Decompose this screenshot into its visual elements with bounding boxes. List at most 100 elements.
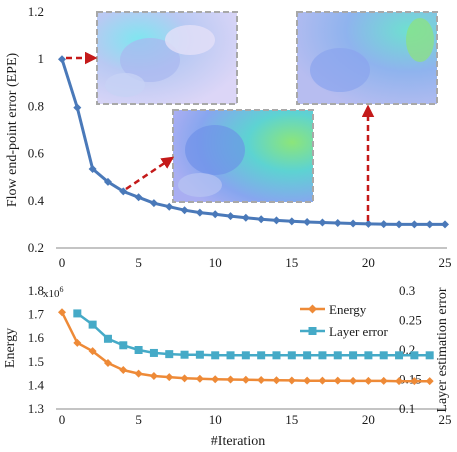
layer-error-point bbox=[103, 334, 112, 343]
energy-point bbox=[349, 376, 358, 385]
epe-point bbox=[134, 193, 143, 202]
energy-y-tick-label: 1.5 bbox=[28, 354, 44, 369]
energy-point bbox=[303, 376, 312, 385]
energy-point bbox=[73, 338, 82, 347]
energy-point bbox=[149, 371, 158, 380]
energy-y-tick-label: 1.8 bbox=[28, 283, 44, 298]
epe-point bbox=[272, 216, 281, 225]
energy-point bbox=[58, 308, 66, 317]
epe-y-tick-label: 1 bbox=[38, 51, 45, 66]
energy-chart: 0 5 10 15 20 251.31.41.51.61.71.80.10.150.20.… bbox=[3, 283, 452, 449]
energy-point bbox=[364, 376, 373, 385]
energy-point bbox=[226, 375, 235, 384]
energy-point bbox=[410, 377, 419, 386]
epe-x-tick-label: 0 bbox=[59, 255, 66, 270]
epe-axes: 0 5 10 15 20 25 0.2 0.4 0.6 0.8 1 1.2 bbox=[28, 4, 452, 270]
epe-point bbox=[241, 213, 250, 222]
layer-error-point bbox=[165, 350, 174, 359]
epe-point bbox=[257, 215, 266, 224]
energy-line bbox=[60, 311, 430, 383]
layer-error-point bbox=[119, 341, 128, 350]
energy-point bbox=[88, 347, 97, 356]
layer-error-point bbox=[73, 309, 82, 318]
epe-point bbox=[211, 210, 220, 219]
layer-error-point bbox=[425, 351, 434, 360]
epe-point bbox=[226, 212, 235, 221]
epe-y-tick-label: 0.8 bbox=[28, 98, 44, 113]
layer-error-point bbox=[180, 350, 189, 359]
epe-y-axis-title: Flow end-point error (EPE) bbox=[5, 52, 20, 207]
epe-point bbox=[165, 202, 174, 211]
layer-error-point bbox=[241, 351, 250, 360]
inset-flow-iter-4 bbox=[172, 109, 314, 203]
layer-error-y-tick-label: 0.1 bbox=[399, 401, 415, 416]
epe-x-tick-label: 10 bbox=[209, 255, 222, 270]
energy-point bbox=[195, 374, 204, 383]
energy-point bbox=[425, 377, 434, 386]
energy-point bbox=[272, 376, 281, 385]
layer-error-y-tick-label: 0.25 bbox=[399, 313, 422, 328]
energy-y-axis-title: Energy bbox=[3, 328, 18, 368]
layer-error-y-tick-label: 0.3 bbox=[399, 283, 415, 298]
energy-point bbox=[287, 376, 296, 385]
layer-error-point bbox=[226, 351, 235, 360]
layer-error-point bbox=[211, 351, 220, 360]
energy-x-tick-label: 0 bbox=[59, 412, 66, 427]
energy-multiplier: x106 bbox=[43, 285, 64, 300]
epe-point bbox=[410, 220, 419, 229]
epe-point bbox=[349, 219, 358, 228]
epe-point bbox=[395, 220, 404, 229]
layer-error-point bbox=[149, 348, 158, 357]
energy-point bbox=[333, 376, 342, 385]
layer-error-point bbox=[287, 351, 296, 360]
energy-point bbox=[119, 366, 128, 375]
arrows bbox=[66, 51, 375, 221]
layer-error-point bbox=[134, 346, 143, 354]
epe-y-tick-label: 0.2 bbox=[28, 240, 44, 255]
energy-x-tick-label: 5 bbox=[135, 412, 142, 427]
energy-y-tick-label: 1.7 bbox=[28, 307, 45, 322]
epe-point bbox=[195, 208, 204, 217]
epe-y-tick-label: 0.6 bbox=[28, 146, 45, 161]
energy-point bbox=[134, 369, 143, 378]
layer-error-point bbox=[272, 351, 281, 360]
energy-point bbox=[211, 375, 220, 384]
epe-point bbox=[287, 217, 296, 226]
energy-x-tick-label: 25 bbox=[439, 412, 452, 427]
energy-x-tick-label: 15 bbox=[285, 412, 298, 427]
epe-point bbox=[103, 177, 112, 186]
energy-x-tick-label: 20 bbox=[362, 412, 375, 427]
layer-error-point bbox=[88, 320, 97, 329]
epe-point bbox=[303, 218, 312, 227]
epe-point bbox=[333, 218, 342, 227]
energy-y-tick-label: 1.4 bbox=[28, 377, 45, 392]
epe-x-tick-label: 20 bbox=[362, 255, 375, 270]
epe-point bbox=[119, 187, 128, 196]
energy-point bbox=[379, 376, 388, 385]
layer-error-point bbox=[410, 351, 419, 360]
energy-point bbox=[103, 358, 112, 367]
epe-point bbox=[73, 103, 82, 112]
layer-error-y-axis-title: Layer estimation error bbox=[435, 287, 450, 413]
epe-x-tick-label: 15 bbox=[285, 255, 298, 270]
energy-x-tick-label: 10 bbox=[209, 412, 222, 427]
layer-error-point bbox=[349, 351, 358, 360]
epe-chart: 0 5 10 15 20 25 0.2 0.4 0.6 0.8 1 1.2 Flow end-poin… bbox=[5, 4, 452, 270]
epe-point bbox=[88, 164, 97, 173]
energy-point bbox=[257, 375, 266, 384]
energy-point bbox=[395, 377, 404, 386]
layer-error-point bbox=[257, 351, 266, 360]
epe-y-tick-label: 1.2 bbox=[28, 4, 44, 19]
epe-point bbox=[180, 206, 189, 215]
legend-layer-marker bbox=[308, 327, 317, 335]
legend-energy-marker bbox=[308, 304, 317, 314]
legend: Energy Layer error bbox=[300, 302, 388, 339]
energy-multiplier-base: x10 bbox=[43, 288, 60, 300]
inset-flow-iter-0 bbox=[96, 11, 238, 105]
layer-error-point bbox=[303, 351, 312, 360]
epe-point bbox=[149, 199, 158, 208]
layer-error-point bbox=[395, 351, 404, 360]
energy-point bbox=[318, 376, 327, 385]
inset-flow-iter-20 bbox=[296, 11, 438, 105]
